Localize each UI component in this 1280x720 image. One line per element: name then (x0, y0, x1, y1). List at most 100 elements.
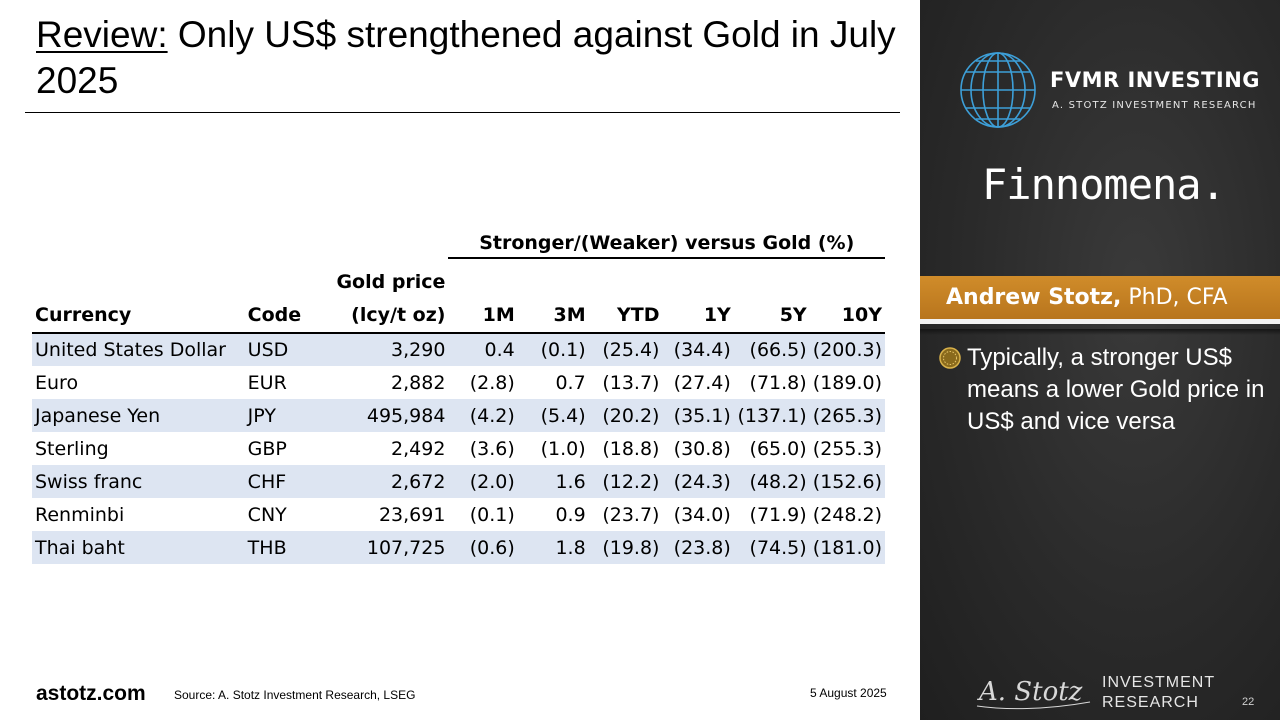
cell-currency: Japanese Yen (32, 399, 245, 432)
cell-1m: (3.6) (448, 432, 518, 465)
group-header: Stronger/(Weaker) versus Gold (%) (448, 228, 885, 259)
col-header-gold-price: Gold price (lcy/t oz) (311, 258, 449, 334)
cell-10y: (265.3) (809, 399, 885, 432)
col-header-1m: 1M (448, 258, 518, 334)
cell-1m: (4.2) (448, 399, 518, 432)
footer-site[interactable]: astotz.com (36, 682, 146, 705)
cell-3m: 1.8 (517, 531, 589, 564)
cell-code: CNY (244, 498, 312, 531)
cell-3m: 0.9 (517, 498, 589, 531)
brand-name: FVMR INVESTING (1050, 68, 1261, 92)
presenter-name: Andrew Stotz, (946, 285, 1122, 310)
sidebar: FVMR INVESTING A. STOTZ INVESTMENT RESEA… (920, 0, 1280, 720)
cell-3m: 1.6 (517, 465, 589, 498)
cell-currency: Euro (32, 366, 245, 399)
cell-1m: (2.8) (448, 366, 518, 399)
cell-code: JPY (244, 399, 312, 432)
col-header-10y: 10Y (809, 258, 885, 334)
group-header-row: Stronger/(Weaker) versus Gold (%) (32, 228, 885, 259)
cell-5y: (71.9) (733, 498, 810, 531)
ir-line2: RESEARCH (1102, 694, 1199, 711)
cell-1y: (23.8) (662, 531, 734, 564)
cell-1m: (2.0) (448, 465, 518, 498)
table-row: Japanese Yen JPY 495,984 (4.2) (5.4) (20… (32, 399, 885, 432)
cell-gold-price: 495,984 (311, 399, 449, 432)
cell-ytd: (12.2) (588, 465, 663, 498)
bullet-coin-icon (939, 347, 961, 369)
cell-1y: (27.4) (662, 366, 734, 399)
cell-5y: (48.2) (733, 465, 810, 498)
cell-currency: Thai baht (32, 531, 245, 564)
cell-5y: (65.0) (733, 432, 810, 465)
cell-10y: (189.0) (809, 366, 885, 399)
cell-10y: (255.3) (809, 432, 885, 465)
col-header-code: Code (244, 258, 312, 334)
cell-code: THB (244, 531, 312, 564)
page-number: 22 (1242, 696, 1255, 708)
cell-ytd: (23.7) (588, 498, 663, 531)
col-header-3m: 3M (517, 258, 589, 334)
cell-10y: (248.2) (809, 498, 885, 531)
cell-5y: (71.8) (733, 366, 810, 399)
column-header-row: Currency Code Gold price (lcy/t oz) 1M 3… (32, 258, 885, 334)
ir-logo-text: INVESTMENT RESEARCH (1102, 673, 1215, 713)
footer-date: 5 August 2025 (810, 686, 887, 700)
col-header-currency: Currency (32, 258, 245, 334)
cell-currency: Swiss franc (32, 465, 245, 498)
cell-1y: (34.0) (662, 498, 734, 531)
cell-1m: (0.1) (448, 498, 518, 531)
cell-1y: (30.8) (662, 432, 734, 465)
footer-source: Source: A. Stotz Investment Research, LS… (174, 688, 416, 702)
table-row: Swiss franc CHF 2,672 (2.0) 1.6 (12.2) (… (32, 465, 885, 498)
presenter-credentials: PhD, CFA (1128, 285, 1228, 310)
signature-text: A. Stotz (977, 677, 1083, 707)
globe-logo-icon (960, 52, 1036, 128)
cell-code: GBP (244, 432, 312, 465)
table-row: Thai baht THB 107,725 (0.6) 1.8 (19.8) (… (32, 531, 885, 564)
cell-10y: (181.0) (809, 531, 885, 564)
cell-ytd: (20.2) (588, 399, 663, 432)
cell-gold-price: 3,290 (311, 333, 449, 366)
cell-10y: (200.3) (809, 333, 885, 366)
cell-gold-price: 2,672 (311, 465, 449, 498)
cell-currency: Renminbi (32, 498, 245, 531)
table-row: Renminbi CNY 23,691 (0.1) 0.9 (23.7) (34… (32, 498, 885, 531)
col-header-1y: 1Y (662, 258, 734, 334)
col-header-gold-line1: Gold price (336, 271, 446, 293)
cell-ytd: (19.8) (588, 531, 663, 564)
cell-5y: (74.5) (733, 531, 810, 564)
cell-3m: (5.4) (517, 399, 589, 432)
cell-ytd: (25.4) (588, 333, 663, 366)
cell-code: USD (244, 333, 312, 366)
cell-5y: (137.1) (733, 399, 810, 432)
col-header-gold-line2: (lcy/t oz) (351, 304, 446, 326)
currency-gold-table: Stronger/(Weaker) versus Gold (%) Curren… (32, 228, 885, 564)
cell-1m: 0.4 (448, 333, 518, 366)
cell-1m: (0.6) (448, 531, 518, 564)
brand-subtitle: A. STOTZ INVESTMENT RESEARCH (1052, 100, 1257, 111)
slide-title-prefix: Review: (36, 14, 168, 55)
cell-1y: (34.4) (662, 333, 734, 366)
cell-1y: (35.1) (662, 399, 734, 432)
bullet-text: Typically, a stronger US$ means a lower … (967, 344, 1265, 435)
cell-code: EUR (244, 366, 312, 399)
cell-gold-price: 107,725 (311, 531, 449, 564)
ir-line1: INVESTMENT (1102, 674, 1216, 691)
title-divider (25, 112, 900, 113)
cell-gold-price: 2,882 (311, 366, 449, 399)
cell-3m: 0.7 (517, 366, 589, 399)
cell-1y: (24.3) (662, 465, 734, 498)
slide-title-main: Only US$ strengthened against Gold in Ju… (36, 14, 896, 101)
cell-code: CHF (244, 465, 312, 498)
cell-ytd: (13.7) (588, 366, 663, 399)
cell-3m: (0.1) (517, 333, 589, 366)
signature-logo: A. Stotz (976, 677, 1091, 710)
table-row: United States Dollar USD 3,290 0.4 (0.1)… (32, 333, 885, 366)
slide-title: Review: Only US$ strengthened against Go… (36, 12, 906, 104)
cell-10y: (152.6) (809, 465, 885, 498)
band-shadow (920, 329, 1280, 335)
cell-currency: Sterling (32, 432, 245, 465)
partner-logo: Finnomena. (982, 160, 1226, 209)
cell-ytd: (18.8) (588, 432, 663, 465)
table-row: Euro EUR 2,882 (2.8) 0.7 (13.7) (27.4) (… (32, 366, 885, 399)
